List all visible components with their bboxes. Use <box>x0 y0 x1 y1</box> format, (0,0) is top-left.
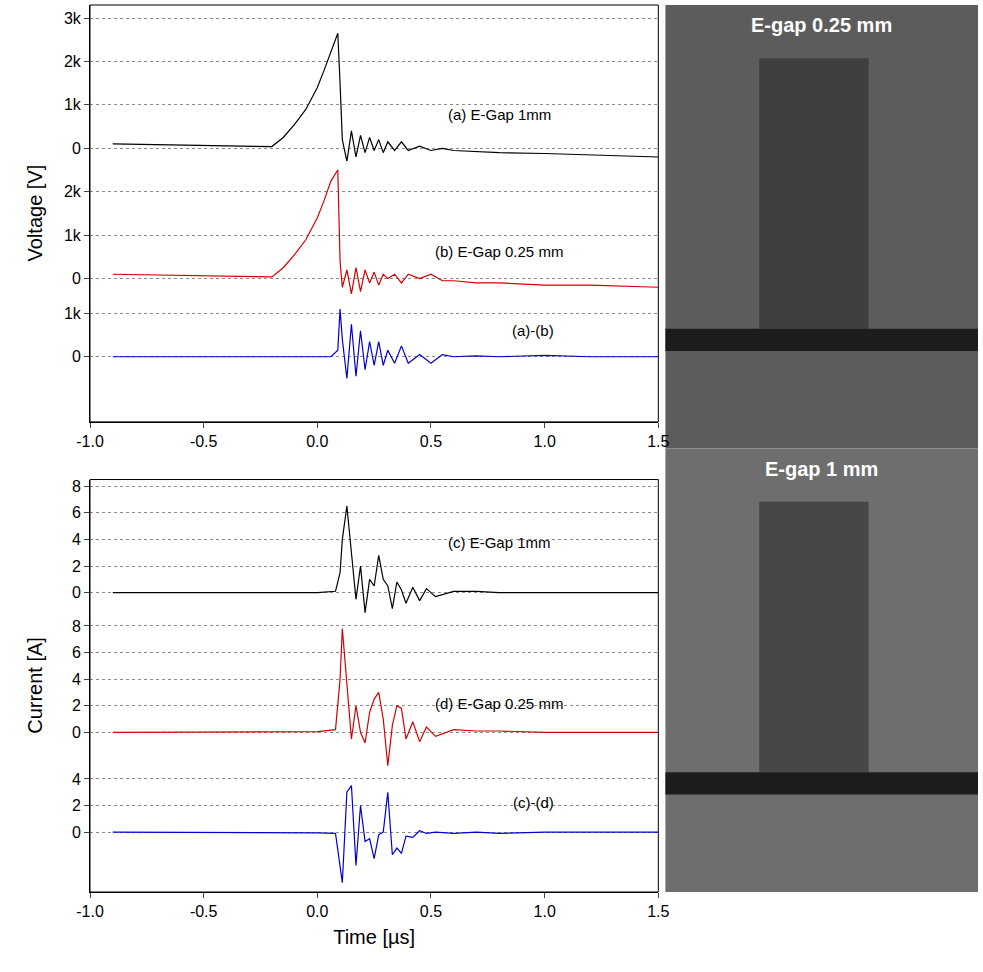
svg-text:0.5: 0.5 <box>420 903 442 920</box>
svg-text:1k: 1k <box>64 96 82 113</box>
svg-text:0: 0 <box>72 348 81 365</box>
svg-text:2k: 2k <box>64 183 82 200</box>
svg-text:1k: 1k <box>64 227 82 244</box>
svg-text:Time [µs]: Time [µs] <box>333 926 415 948</box>
svg-text:4: 4 <box>72 531 81 548</box>
svg-text:1.5: 1.5 <box>647 433 669 450</box>
svg-text:(a)-(b): (a)-(b) <box>512 322 554 339</box>
svg-text:1k: 1k <box>64 305 82 322</box>
svg-text:0: 0 <box>72 270 81 287</box>
svg-text:0.0: 0.0 <box>306 433 328 450</box>
svg-text:(a) E-Gap 1mm: (a) E-Gap 1mm <box>448 106 551 123</box>
svg-text:0: 0 <box>72 584 81 601</box>
svg-text:0: 0 <box>72 140 81 157</box>
svg-text:6: 6 <box>72 504 81 521</box>
svg-text:0: 0 <box>72 824 81 841</box>
svg-text:2: 2 <box>72 697 81 714</box>
svg-text:E-gap 0.25 mm: E-gap 0.25 mm <box>751 14 892 36</box>
svg-text:E-gap 1 mm: E-gap 1 mm <box>765 458 878 480</box>
svg-text:1.5: 1.5 <box>647 903 669 920</box>
svg-text:0.5: 0.5 <box>420 433 442 450</box>
svg-text:0.0: 0.0 <box>306 903 328 920</box>
svg-text:8: 8 <box>72 617 81 634</box>
svg-text:0: 0 <box>72 724 81 741</box>
svg-text:Current [A]: Current [A] <box>24 637 46 734</box>
svg-text:4: 4 <box>72 771 81 788</box>
svg-text:2: 2 <box>72 797 81 814</box>
svg-text:Voltage [V]: Voltage [V] <box>24 165 46 262</box>
svg-text:1.0: 1.0 <box>534 903 556 920</box>
svg-text:8: 8 <box>72 478 81 495</box>
svg-text:(b) E-Gap 0.25 mm: (b) E-Gap 0.25 mm <box>435 243 563 260</box>
svg-text:3k: 3k <box>64 10 82 27</box>
svg-text:-1.0: -1.0 <box>76 433 104 450</box>
svg-text:-0.5: -0.5 <box>190 433 218 450</box>
svg-text:2k: 2k <box>64 53 82 70</box>
svg-text:4: 4 <box>72 671 81 688</box>
svg-text:(c) E-Gap 1mm: (c) E-Gap 1mm <box>448 534 551 551</box>
svg-text:-1.0: -1.0 <box>76 903 104 920</box>
svg-text:2: 2 <box>72 558 81 575</box>
svg-text:-0.5: -0.5 <box>190 903 218 920</box>
svg-text:(c)-(d): (c)-(d) <box>513 794 554 811</box>
svg-text:(d) E-Gap 0.25 mm: (d) E-Gap 0.25 mm <box>435 695 563 712</box>
svg-text:1.0: 1.0 <box>534 433 556 450</box>
svg-text:6: 6 <box>72 644 81 661</box>
